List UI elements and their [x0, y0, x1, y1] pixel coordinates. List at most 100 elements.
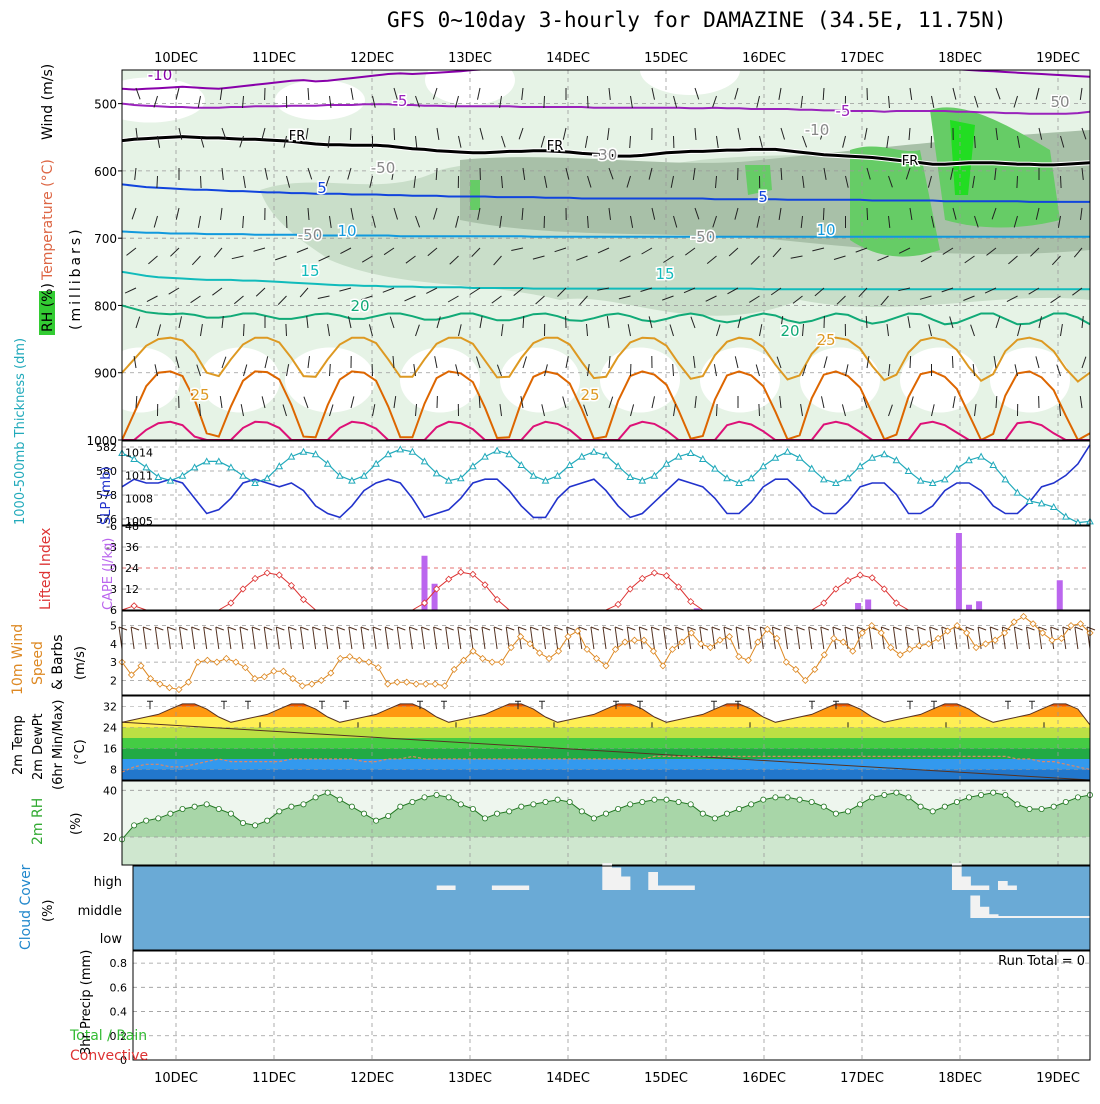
thickness-point	[700, 456, 706, 462]
y-tick-label-right: 24	[125, 562, 139, 575]
wind-barb	[434, 627, 437, 649]
wind-barb	[543, 627, 551, 630]
date-tick-label: 18DEC	[938, 1071, 982, 1086]
rh2m-point	[954, 799, 959, 804]
cloud-high-cell	[437, 886, 447, 891]
rh2m-point	[773, 795, 778, 800]
wind-barb	[867, 208, 868, 220]
wind-barb	[167, 627, 170, 649]
ylabel-units: 3hr Precip (mm)	[79, 950, 94, 1055]
wind-barb	[881, 627, 889, 630]
thickness-point	[688, 450, 694, 456]
ylabel-thickness: 1000-500mb Thickness (dm)	[13, 338, 28, 525]
rh2m-point	[652, 797, 657, 802]
cloud-high-cell	[1007, 886, 1017, 891]
ylabel-lifted-index: Lifted Index	[38, 528, 54, 610]
cape-bar	[1057, 580, 1063, 610]
lifted-index-point	[651, 570, 657, 576]
rh2m-ylabel: 2m RH	[30, 798, 46, 845]
lifted-index-line	[122, 572, 1090, 610]
cape-bar	[855, 603, 861, 610]
rh2m-point	[398, 804, 403, 809]
cloud-high-cell	[519, 886, 529, 891]
cloud-middle-cell	[992, 916, 1090, 918]
ylabel-units: (millibars)	[68, 226, 84, 330]
wind-barb	[543, 627, 546, 649]
date-tick-label: 16DEC	[742, 51, 786, 66]
date-tick-label: 10DEC	[154, 1071, 198, 1086]
run-total-annotation: Run Total = 0	[998, 954, 1085, 969]
thickness-point	[978, 454, 984, 460]
wind-barb	[588, 96, 589, 108]
wind-barb	[978, 627, 986, 630]
wind-barb	[869, 627, 872, 649]
wind-barb	[157, 176, 158, 188]
rh2m-point	[1063, 799, 1068, 804]
wind-barb	[155, 627, 158, 649]
wind-barb	[361, 627, 369, 630]
contour-label: 25	[190, 386, 209, 404]
ylabel-slp: SLP (mb)	[99, 466, 114, 525]
contour-label: -30	[593, 146, 618, 164]
rh2m-point	[616, 806, 621, 811]
wind-barb	[893, 627, 896, 649]
temp-band	[122, 717, 1090, 728]
rh2m-point	[664, 797, 669, 802]
wind-barb	[313, 627, 316, 649]
wind-speed-point	[499, 659, 505, 665]
wind-barb	[167, 627, 175, 630]
wind-barb	[385, 627, 388, 649]
wind-ylabel-units: (m/s)	[73, 646, 88, 680]
rh2m-point	[640, 799, 645, 804]
rh2m-point	[228, 811, 233, 816]
cloud-middle-cell	[970, 896, 980, 919]
wind-speed-point	[973, 645, 979, 651]
wind-speed-point	[195, 659, 201, 665]
wind-speed-point	[309, 681, 315, 687]
wind-barb	[809, 627, 812, 649]
ylabel-wind-2: Speed	[30, 641, 46, 685]
ylabel-units: (°C)	[73, 739, 88, 765]
wind-barb	[1017, 176, 1018, 188]
cloud-high-cell	[612, 868, 622, 891]
contour-label: 20	[350, 297, 369, 315]
wind-barb	[1075, 627, 1083, 630]
temp-bands	[122, 696, 1090, 791]
wind-ylabel-3: & Barbs	[50, 635, 66, 691]
rh2m-point	[858, 802, 863, 807]
upper-air-ylabel: RH (%)Temperature (°C)Wind (m/s)	[39, 64, 56, 335]
wind-barb	[301, 627, 309, 630]
y-tick-label-right: 12	[125, 583, 139, 596]
wind-barb	[240, 627, 243, 649]
wind-barb	[252, 627, 255, 649]
ylabel-wind-1: 10m Wind	[10, 624, 26, 695]
wind-speed-point	[233, 659, 239, 665]
wind-speed-point	[631, 637, 637, 643]
thickness-line	[122, 449, 1090, 522]
wind-barb	[216, 627, 219, 649]
rh2m-point	[979, 792, 984, 797]
cloud-ylabel-units: (%)	[41, 900, 56, 923]
wind-barb	[119, 627, 127, 630]
date-tick-label: 17DEC	[840, 51, 884, 66]
wind-barb	[893, 627, 901, 630]
wind-barb	[361, 627, 364, 649]
wind-speed-point	[385, 681, 391, 687]
contour-label: 5	[317, 179, 327, 197]
thickness-point	[301, 449, 307, 455]
lifted-index-point	[264, 570, 270, 576]
ylabel-temp: 2m DewPt	[31, 713, 46, 780]
wind-barb	[555, 627, 563, 630]
wind-speed-point	[432, 681, 438, 687]
wind-barb	[772, 627, 780, 630]
rh2m-point	[724, 811, 729, 816]
rh2m-point	[519, 804, 524, 809]
contour-label: -50	[371, 159, 396, 177]
wind-barb	[325, 627, 328, 649]
rh2m-point	[168, 811, 173, 816]
wind-barb	[823, 208, 824, 220]
rh2m-point	[458, 802, 463, 807]
thickness-point	[664, 461, 670, 467]
